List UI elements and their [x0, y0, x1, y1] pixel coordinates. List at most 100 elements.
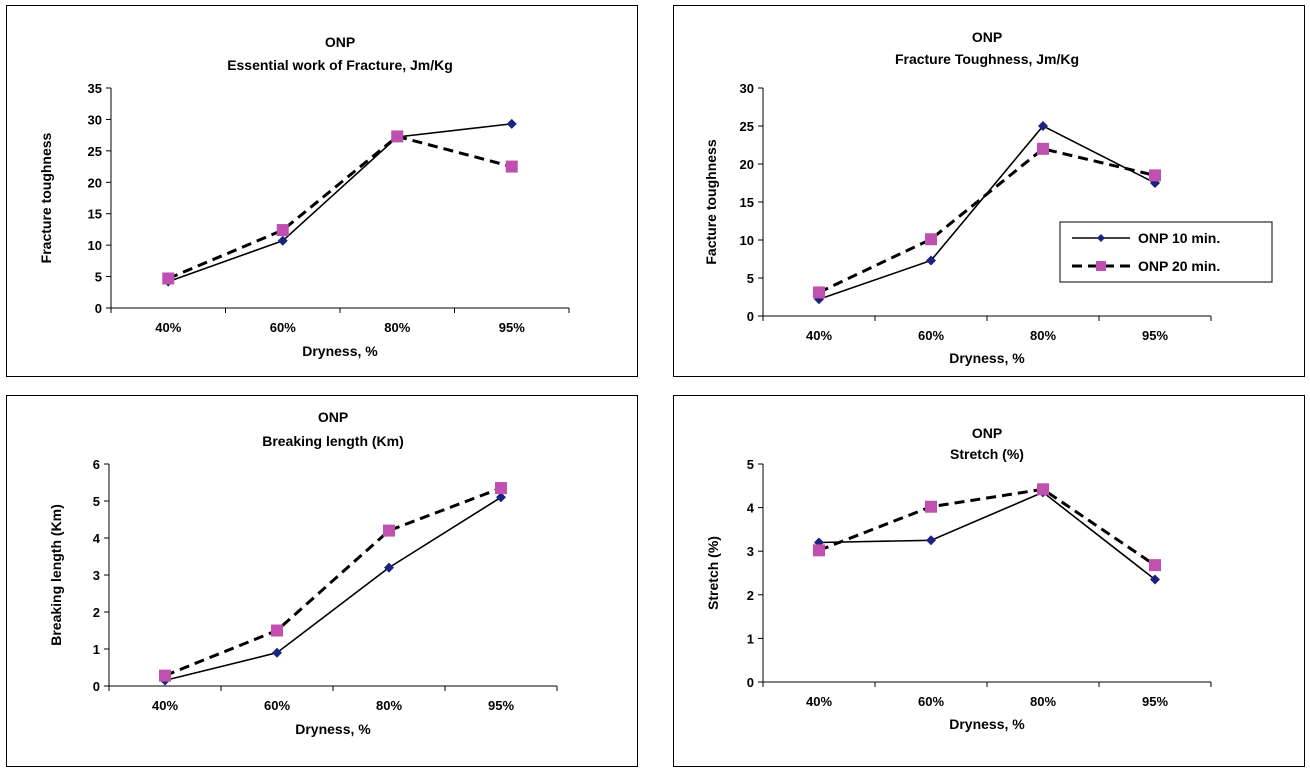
x-tick-label: 60%: [264, 698, 290, 713]
chart-title: ONP: [972, 425, 1002, 441]
x-tick-label: 40%: [806, 328, 832, 343]
data-point-series-1: [272, 647, 282, 658]
data-point-series-1: [506, 118, 517, 129]
data-point-series-2: [1149, 559, 1161, 572]
x-tick-label: 95%: [499, 320, 525, 335]
y-tick-label: 10: [88, 238, 102, 253]
legend-label-1: ONP 10 min.: [1138, 230, 1220, 246]
y-tick-label: 30: [88, 112, 102, 127]
series-line-1: [818, 491, 1156, 581]
y-tick-label: 30: [740, 81, 754, 96]
y-tick-label: 0: [747, 309, 754, 324]
y-tick-label: 4: [93, 531, 101, 546]
y-tick-label: 25: [740, 119, 754, 134]
data-point-series-1: [1038, 121, 1048, 131]
chart-subtitle: Stretch (%): [950, 446, 1024, 462]
data-point-series-2: [495, 482, 507, 495]
chart-breaking-length-svg: ONP Breaking length (Km) 0 1 2 3 4 5 6 40% 60% 80% 9…: [48, 409, 558, 737]
series-line-2: [167, 134, 513, 280]
x-tick-label: 80%: [1030, 328, 1056, 343]
y-tick-label: 0: [747, 675, 754, 690]
legend-marker-1: [1097, 234, 1105, 242]
chart-panel-essential-work: ONP Essential work of Fracture, Jm/Kg 0 5 10…: [6, 5, 638, 377]
data-point-series-2: [383, 524, 395, 537]
data-point-series-2: [391, 130, 404, 143]
x-axis-label: Dryness, %: [949, 350, 1025, 366]
data-point-series-2: [159, 669, 171, 682]
x-tick-label: 60%: [270, 320, 296, 335]
data-point-series-1: [384, 562, 394, 573]
series-line-1: [164, 496, 502, 682]
data-point-series-2: [162, 272, 175, 285]
x-tick-label: 95%: [488, 698, 514, 713]
chart-subtitle: Fracture Toughness, Jm/Kg: [895, 51, 1079, 67]
y-tick-label: 5: [93, 494, 100, 509]
y-tick-label: 10: [740, 233, 754, 248]
y-tick-label: 15: [88, 207, 102, 222]
y-tick-label: 35: [88, 81, 102, 96]
y-tick-label: 20: [740, 157, 754, 172]
chart-panel-fracture-toughness: ONP Fracture Toughness, Jm/Kg 0 5 10 15 20 25 30…: [673, 5, 1305, 377]
x-axis-label: Dryness, %: [949, 716, 1025, 732]
x-tick-label: 80%: [1030, 694, 1056, 709]
x-tick-label: 40%: [155, 320, 181, 335]
y-tick-label: 0: [93, 679, 100, 694]
series-line-2: [164, 486, 502, 677]
y-tick-label: 5: [95, 270, 102, 285]
y-tick-label: 5: [747, 271, 754, 286]
x-tick-label: 60%: [918, 328, 944, 343]
y-axis-label: Breaking length (Km): [48, 504, 64, 646]
x-tick-label: 80%: [384, 320, 410, 335]
x-tick-label: 40%: [152, 698, 178, 713]
x-tick-label: 95%: [1142, 694, 1168, 709]
x-tick-label: 80%: [376, 698, 402, 713]
y-axis-label: Stretch (%): [705, 536, 721, 610]
data-point-series-2: [1037, 483, 1049, 496]
data-point-series-2: [276, 224, 289, 237]
chart-panel-breaking-length: ONP Breaking length (Km) 0 1 2 3 4 5 6 40% 60% 80% 9…: [6, 395, 638, 767]
y-axis-label: Fracture toughness: [38, 132, 54, 263]
y-axis-label: Facture toughness: [703, 139, 719, 264]
y-tick-label: 2: [93, 605, 100, 620]
y-tick-label: 2: [747, 588, 754, 603]
legend-box: [1059, 221, 1273, 283]
chart-title: ONP: [972, 29, 1002, 45]
y-tick-label: 4: [747, 501, 755, 516]
y-tick-label: 1: [747, 631, 754, 646]
data-point-series-2: [1037, 142, 1049, 155]
data-point-series-1: [1150, 574, 1160, 585]
y-tick-label: 20: [88, 175, 102, 190]
y-tick-label: 3: [747, 544, 754, 559]
y-tick-label: 3: [93, 568, 100, 583]
legend-marker-2: [1096, 261, 1106, 271]
chart-panel-stretch: ONP Stretch (%) 0 1 2 3 4 5 40% 60% 80% 95% Dryness,…: [673, 395, 1305, 767]
data-point-series-2: [925, 500, 937, 513]
legend-label-2: ONP 20 min.: [1138, 258, 1220, 274]
y-tick-label: 1: [93, 642, 100, 657]
data-point-series-2: [925, 233, 937, 246]
x-tick-label: 40%: [806, 694, 832, 709]
x-tick-label: 60%: [918, 694, 944, 709]
data-point-series-2: [813, 544, 825, 557]
chart-fracture-toughness-svg: ONP Fracture Toughness, Jm/Kg 0 5 10 15 20 25 30…: [703, 29, 1273, 366]
chart-subtitle: Breaking length (Km): [262, 433, 404, 449]
data-point-series-1: [277, 235, 288, 246]
chart-subtitle: Essential work of Fracture, Jm/Kg: [227, 57, 453, 73]
x-axis-label: Dryness, %: [302, 343, 378, 359]
y-tick-label: 15: [740, 195, 754, 210]
chart-stretch-svg: ONP Stretch (%) 0 1 2 3 4 5 40% 60% 80% 95% Dryness,…: [705, 425, 1212, 732]
y-tick-label: 0: [95, 301, 102, 316]
y-tick-label: 6: [93, 457, 100, 472]
data-point-series-1: [926, 535, 936, 546]
y-tick-label: 5: [747, 457, 754, 472]
series-line-2: [818, 147, 1156, 294]
data-point-series-2: [271, 624, 283, 637]
series-line-1: [168, 123, 512, 283]
chart-title: ONP: [325, 34, 355, 50]
data-point-series-2: [505, 160, 518, 173]
y-tick-label: 25: [88, 144, 102, 159]
chart-title: ONP: [318, 409, 348, 425]
data-point-series-2: [1149, 169, 1161, 182]
x-axis-label: Dryness, %: [295, 721, 371, 737]
data-point-series-2: [813, 286, 825, 299]
